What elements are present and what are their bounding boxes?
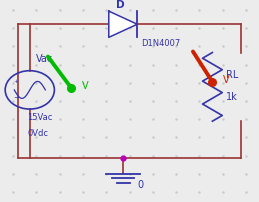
Text: D: D [116, 0, 125, 10]
Text: −: − [13, 95, 19, 101]
Text: D1N4007: D1N4007 [141, 39, 181, 48]
Text: Vac: Vac [36, 54, 54, 64]
Text: 15Vac: 15Vac [27, 113, 53, 122]
Text: RL: RL [226, 70, 238, 80]
Polygon shape [109, 11, 137, 37]
Text: 0Vdc: 0Vdc [27, 129, 48, 138]
Text: V: V [82, 81, 88, 91]
Text: 1k: 1k [226, 92, 238, 102]
Text: V: V [223, 75, 229, 85]
Text: 0: 0 [137, 180, 143, 190]
Text: +: + [14, 79, 19, 84]
